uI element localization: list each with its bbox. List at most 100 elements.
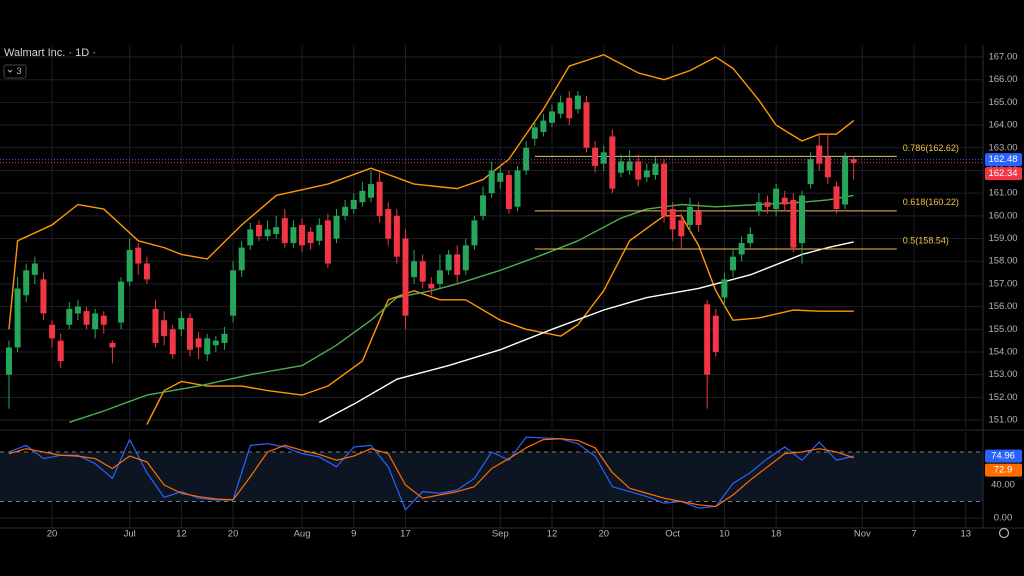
x-tick-label: 9 xyxy=(351,529,356,540)
y-tick-label: 159.00 xyxy=(988,233,1017,244)
candle-body xyxy=(643,170,650,178)
value-label-box xyxy=(985,449,1022,463)
candle-body xyxy=(523,147,530,171)
candle-body xyxy=(557,102,564,114)
price-label: 162.34 xyxy=(988,168,1017,179)
y-tick-label: 153.00 xyxy=(988,369,1017,380)
overlay-line xyxy=(8,54,855,330)
candle-body xyxy=(773,188,780,210)
candle-body xyxy=(169,329,176,355)
candle-body xyxy=(359,190,366,203)
y-tick-label: 0.00 xyxy=(994,513,1013,524)
candle-body xyxy=(273,227,280,235)
badge-chevron xyxy=(7,69,13,73)
y-tick-label: 154.00 xyxy=(988,347,1017,358)
candle-body xyxy=(307,231,314,244)
candle-body xyxy=(385,209,392,239)
oscillator-line xyxy=(8,438,854,508)
y-tick-label: 161.00 xyxy=(988,188,1017,199)
candle-body xyxy=(686,206,693,225)
candle-body xyxy=(74,306,81,314)
price-label: 162.48 xyxy=(988,154,1017,165)
candle-body xyxy=(290,227,297,244)
candle-body xyxy=(617,161,624,173)
x-tick-label: 7 xyxy=(911,529,916,540)
candle-body xyxy=(324,220,331,264)
fib-label: 0.786(162.62) xyxy=(903,143,959,153)
oscillator-pane xyxy=(0,436,983,511)
candle-body xyxy=(755,202,762,212)
candle-body xyxy=(824,156,831,178)
candle-body xyxy=(445,254,452,271)
candle-body xyxy=(92,313,99,330)
candle-body xyxy=(49,324,56,339)
candle-body xyxy=(669,209,676,230)
candle-body xyxy=(100,315,107,325)
candle-body xyxy=(549,111,556,123)
candle-body xyxy=(57,340,64,362)
candle-body xyxy=(678,220,685,237)
candle-body xyxy=(342,206,349,216)
x-tick-label: 10 xyxy=(719,529,730,540)
candle-body xyxy=(299,224,306,246)
candle-body xyxy=(592,147,599,166)
fib-label: 0.5(158.54) xyxy=(903,235,949,245)
x-tick-label: 20 xyxy=(47,529,58,540)
candle-body xyxy=(462,245,469,271)
y-tick-label: 160.00 xyxy=(988,210,1017,221)
y-tick-label: 164.00 xyxy=(988,120,1017,131)
candle-body xyxy=(514,170,521,207)
candle-body xyxy=(393,215,400,257)
candle-body xyxy=(333,215,340,239)
candle-body xyxy=(807,159,814,185)
y-tick-label: 40.00 xyxy=(991,480,1015,491)
x-tick-label: Nov xyxy=(854,529,871,540)
chart-title: Walmart Inc. · 1D · xyxy=(4,47,96,59)
candle-body xyxy=(143,263,150,280)
overlay-line xyxy=(69,194,854,423)
y-tick-label: 156.00 xyxy=(988,301,1017,312)
x-tick-label: Sep xyxy=(492,529,509,540)
candle-body xyxy=(40,279,47,314)
y-tick-label: 155.00 xyxy=(988,324,1017,335)
candle-body xyxy=(704,304,711,375)
candle-body xyxy=(850,159,857,163)
candle-body xyxy=(816,145,823,164)
candle-body xyxy=(695,211,702,225)
candle-body xyxy=(781,197,788,205)
x-tick-label: 20 xyxy=(598,529,609,540)
candle-body xyxy=(480,195,487,216)
candle-body xyxy=(764,202,771,207)
x-tick-label: 20 xyxy=(228,529,239,540)
y-tick-label: 166.00 xyxy=(988,74,1017,85)
value-label: 74.96 xyxy=(991,451,1015,462)
candle-body xyxy=(471,220,478,246)
candle-body xyxy=(497,172,504,182)
candle-body xyxy=(178,317,185,330)
candle-body xyxy=(230,270,237,316)
candle-body xyxy=(661,163,668,216)
candle-body xyxy=(221,333,228,343)
candle-body xyxy=(790,199,797,248)
candle-body xyxy=(255,224,262,237)
y-tick-label: 163.00 xyxy=(988,142,1017,153)
candle-body xyxy=(367,184,374,198)
candle-body xyxy=(566,97,573,119)
x-tick-label: 12 xyxy=(176,529,187,540)
candle-body xyxy=(204,338,211,355)
candle-body xyxy=(195,338,202,348)
value-label-box xyxy=(985,463,1022,477)
price-label-box xyxy=(985,153,1022,167)
indicator-badge[interactable] xyxy=(3,64,27,79)
settings-button[interactable] xyxy=(998,527,1010,539)
candle-body xyxy=(635,161,642,180)
candle-body xyxy=(135,247,142,264)
x-tick-label: 13 xyxy=(960,529,971,540)
candle-body xyxy=(14,288,21,348)
candle-body xyxy=(531,127,538,139)
y-tick-label: 151.00 xyxy=(988,415,1017,426)
candle-body xyxy=(186,317,193,350)
candle-body xyxy=(316,224,323,241)
